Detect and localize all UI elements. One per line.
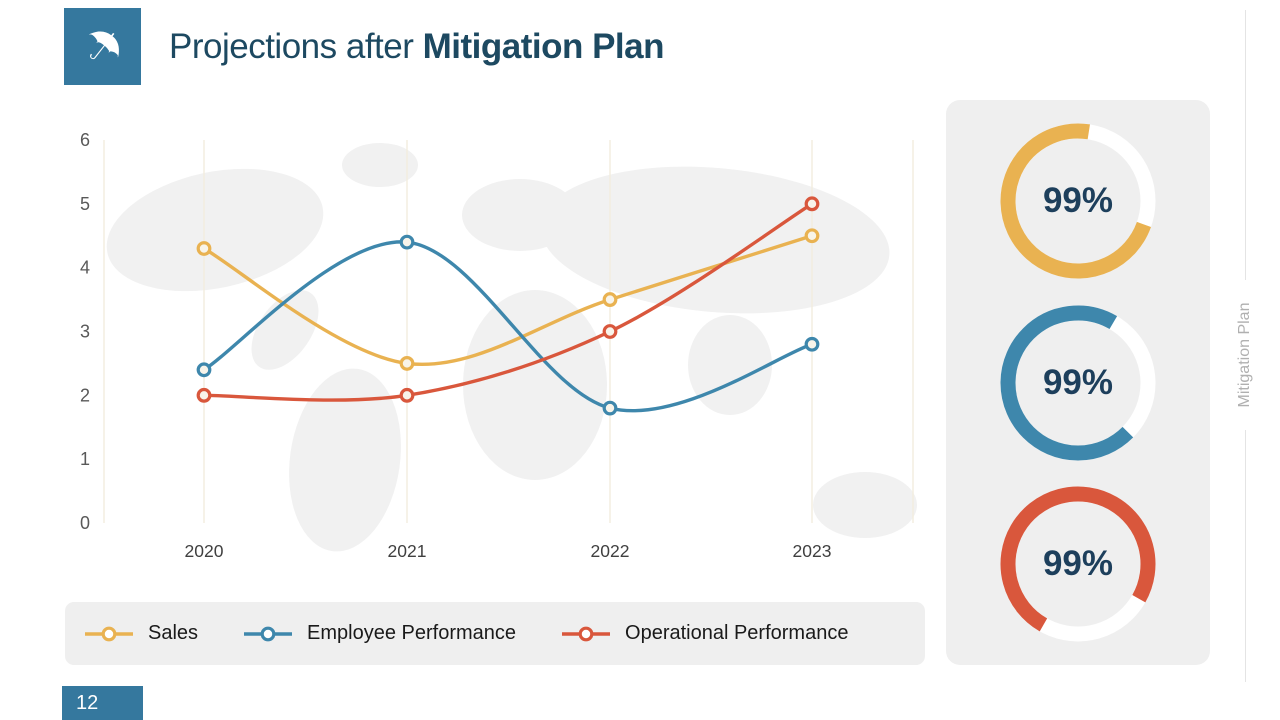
data-point-marker — [196, 362, 212, 378]
data-point-marker — [196, 387, 212, 403]
progress-ring-icon — [1000, 305, 1156, 460]
x-tick-label: 2023 — [793, 541, 832, 561]
y-tick-label: 2 — [80, 385, 90, 405]
page-title: Projections after Mitigation Plan — [169, 26, 665, 66]
legend-marker-icon — [244, 626, 293, 641]
data-point-marker — [804, 228, 820, 244]
y-tick-label: 1 — [80, 449, 90, 469]
right-rule-bottom — [1245, 430, 1246, 682]
slide-header: ☂ Projections after Mitigation Plan — [64, 8, 665, 85]
legend-item: Employee Performance — [244, 622, 516, 645]
y-tick-label: 6 — [80, 130, 90, 150]
legend-marker-icon — [562, 626, 611, 641]
data-point-marker — [804, 336, 820, 352]
progress-ring-value: 99% — [1042, 543, 1114, 583]
x-tick-label: 2021 — [388, 541, 427, 561]
data-point-marker — [399, 387, 415, 403]
legend-marker-icon — [85, 626, 133, 641]
data-point-marker — [804, 196, 820, 212]
legend-label: Employee Performance — [307, 622, 517, 644]
progress-ring-icon — [1000, 123, 1156, 279]
progress-ring-icon — [1000, 486, 1156, 642]
legend-label: Operational Performance — [625, 622, 849, 644]
progress-ring: 99% — [998, 484, 1158, 644]
chart-legend: Sales Employee Performance Operational Per… — [65, 602, 925, 665]
legend-item: Operational Performance — [562, 622, 848, 645]
series-line — [202, 240, 814, 413]
progress-ring-value: 99% — [1042, 362, 1114, 402]
page-number-badge: 12 — [62, 686, 143, 720]
umbrella-icon: ☂ — [64, 8, 141, 85]
data-point-marker — [602, 400, 618, 416]
data-point-marker — [602, 292, 618, 307]
x-tick-label: 2022 — [591, 541, 630, 561]
right-rule-top — [1245, 10, 1246, 280]
data-point-marker — [399, 234, 415, 250]
world-map-background — [106, 143, 917, 552]
series-line — [202, 202, 814, 402]
y-tick-label: 4 — [80, 258, 90, 278]
legend-label: Sales — [148, 622, 199, 644]
data-point-marker — [399, 356, 415, 371]
x-tick-label: 2020 — [185, 541, 224, 561]
y-tick-label: 3 — [80, 322, 90, 342]
kpi-panel: 99% 99% 99% — [946, 100, 1210, 665]
legend-item: Sales — [85, 622, 198, 645]
y-tick-label: 0 — [80, 513, 90, 533]
progress-ring-value: 99% — [1042, 181, 1114, 221]
y-tick-label: 5 — [80, 194, 90, 214]
data-point-marker — [196, 241, 212, 256]
progress-ring: 99% — [998, 121, 1158, 281]
side-vertical-label: Mitigation Plan — [1236, 302, 1253, 408]
progress-ring: 99% — [998, 303, 1158, 463]
data-point-marker — [602, 324, 618, 339]
